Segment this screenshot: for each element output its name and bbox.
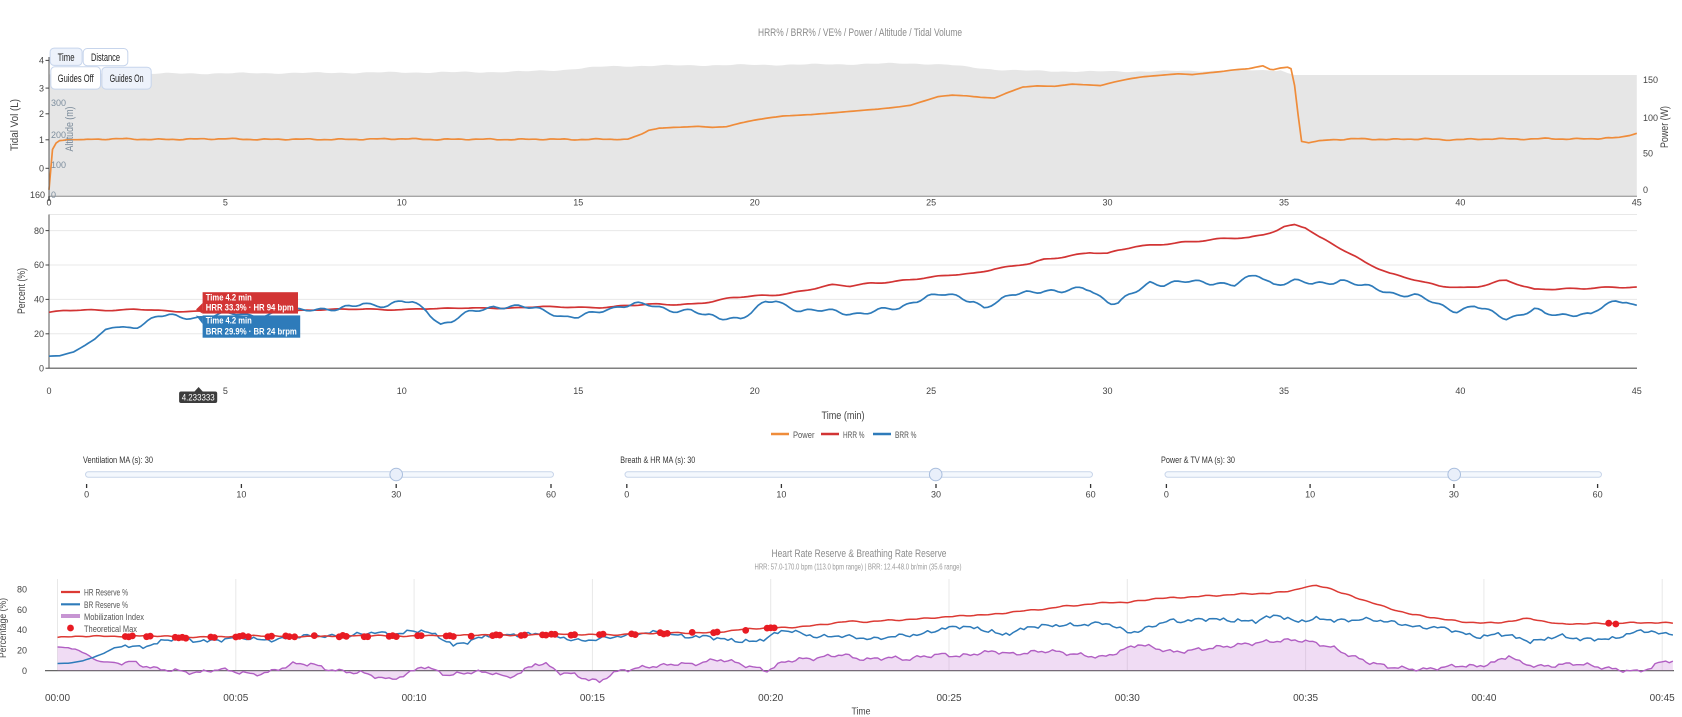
svg-text:0: 0: [1643, 185, 1648, 195]
svg-text:60: 60: [1086, 490, 1096, 500]
svg-text:Distance: Distance: [91, 52, 120, 64]
svg-text:60: 60: [34, 260, 44, 270]
svg-text:10: 10: [397, 198, 407, 208]
svg-text:BR Reserve %: BR Reserve %: [84, 600, 128, 611]
svg-text:00:40: 00:40: [1471, 693, 1496, 704]
svg-text:HRR: 57.0-170.0 bpm (113.0 bpm: HRR: 57.0-170.0 bpm (113.0 bpm range) | …: [755, 563, 962, 572]
svg-text:300: 300: [51, 98, 66, 108]
svg-text:60: 60: [1593, 490, 1603, 500]
svg-text:Power: Power: [793, 430, 815, 441]
svg-text:HRR 33.3% · HR 94 bpm: HRR 33.3% · HR 94 bpm: [206, 303, 294, 313]
svg-text:Time: Time: [852, 707, 871, 717]
svg-text:0: 0: [46, 198, 51, 208]
svg-text:200: 200: [51, 130, 66, 140]
svg-text:15: 15: [573, 386, 583, 396]
svg-text:Guides Off: Guides Off: [58, 73, 95, 85]
svg-text:BRR %: BRR %: [895, 430, 917, 441]
svg-text:Breath & HR MA (s): 30: Breath & HR MA (s): 30: [620, 455, 695, 466]
svg-text:Time 4.2 min: Time 4.2 min: [206, 292, 252, 302]
svg-text:30: 30: [391, 490, 401, 500]
svg-text:Ventilation MA (s): 30: Ventilation MA (s): 30: [83, 455, 153, 466]
svg-text:0: 0: [46, 386, 51, 396]
svg-text:Theoretical Max: Theoretical Max: [84, 624, 137, 635]
svg-text:Percent (%): Percent (%): [16, 268, 28, 314]
svg-text:Percentage (%): Percentage (%): [0, 598, 9, 658]
svg-text:0: 0: [51, 190, 56, 200]
svg-text:40: 40: [17, 625, 27, 635]
svg-text:Mobilization Index: Mobilization Index: [84, 612, 144, 623]
svg-text:5: 5: [223, 386, 228, 396]
svg-text:30: 30: [1102, 198, 1112, 208]
svg-text:Heart Rate Reserve & Breathing: Heart Rate Reserve & Breathing Rate Rese…: [772, 548, 947, 560]
svg-text:80: 80: [17, 584, 27, 594]
svg-text:0: 0: [39, 164, 44, 174]
svg-text:0: 0: [84, 490, 89, 500]
svg-text:HRR %: HRR %: [843, 430, 865, 441]
svg-text:00:35: 00:35: [1293, 693, 1318, 704]
svg-text:10: 10: [397, 386, 407, 396]
svg-text:00:05: 00:05: [223, 693, 248, 704]
svg-text:0: 0: [22, 666, 27, 676]
svg-text:5: 5: [223, 198, 228, 208]
svg-text:25: 25: [926, 386, 936, 396]
svg-text:40: 40: [1455, 198, 1465, 208]
svg-text:Power & TV MA (s): 30: Power & TV MA (s): 30: [1161, 455, 1235, 466]
svg-text:45: 45: [1632, 198, 1642, 208]
svg-text:50: 50: [1643, 149, 1653, 159]
svg-text:30: 30: [1102, 386, 1112, 396]
svg-text:Altitude (m): Altitude (m): [64, 107, 76, 152]
svg-text:00:15: 00:15: [580, 693, 605, 704]
svg-text:100: 100: [1643, 113, 1658, 123]
svg-text:60: 60: [546, 490, 556, 500]
svg-text:20: 20: [17, 646, 27, 656]
svg-text:20: 20: [750, 198, 760, 208]
svg-text:10: 10: [236, 490, 246, 500]
svg-text:150: 150: [1643, 75, 1658, 85]
svg-text:00:45: 00:45: [1650, 693, 1675, 704]
svg-text:100: 100: [51, 160, 66, 170]
svg-text:BRR 29.9% · BR 24 brpm: BRR 29.9% · BR 24 brpm: [206, 326, 297, 336]
svg-text:00:00: 00:00: [45, 693, 70, 704]
svg-text:20: 20: [750, 386, 760, 396]
svg-text:HRR% / BRR% / VE% / Power / Al: HRR% / BRR% / VE% / Power / Altitude / T…: [758, 27, 962, 39]
svg-text:20: 20: [34, 329, 44, 339]
svg-text:30: 30: [1449, 490, 1459, 500]
svg-text:00:30: 00:30: [1115, 693, 1140, 704]
svg-text:0: 0: [39, 363, 44, 373]
svg-text:00:10: 00:10: [402, 693, 427, 704]
svg-text:60: 60: [17, 605, 27, 615]
svg-text:10: 10: [776, 490, 786, 500]
svg-text:160: 160: [30, 190, 45, 200]
svg-text:25: 25: [926, 198, 936, 208]
svg-text:35: 35: [1279, 386, 1289, 396]
svg-text:Time: Time: [58, 52, 75, 64]
svg-text:15: 15: [573, 198, 583, 208]
svg-text:35: 35: [1279, 198, 1289, 208]
svg-text:Time (min): Time (min): [822, 410, 865, 422]
svg-text:0: 0: [624, 490, 629, 500]
svg-text:0: 0: [1164, 490, 1169, 500]
svg-text:4: 4: [39, 56, 44, 66]
svg-text:80: 80: [34, 226, 44, 236]
svg-text:10: 10: [1305, 490, 1315, 500]
svg-text:3: 3: [39, 83, 44, 93]
svg-text:45: 45: [1632, 386, 1642, 396]
svg-text:00:20: 00:20: [758, 693, 783, 704]
svg-text:Guides On: Guides On: [110, 73, 144, 85]
svg-text:00:25: 00:25: [936, 693, 961, 704]
svg-text:30: 30: [931, 490, 941, 500]
svg-text:40: 40: [34, 295, 44, 305]
svg-text:2: 2: [39, 109, 44, 119]
svg-text:Tidal Vol (L): Tidal Vol (L): [9, 99, 21, 151]
svg-text:HR Reserve %: HR Reserve %: [84, 588, 128, 599]
svg-text:Power (W): Power (W): [1659, 106, 1671, 148]
svg-text:4.233333: 4.233333: [182, 392, 215, 402]
svg-text:Time 4.2 min: Time 4.2 min: [206, 316, 252, 326]
svg-text:40: 40: [1455, 386, 1465, 396]
svg-text:1: 1: [39, 135, 44, 145]
